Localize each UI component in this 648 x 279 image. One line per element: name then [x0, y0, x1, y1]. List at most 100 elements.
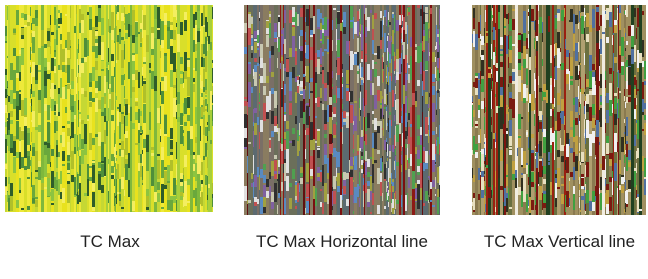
noise-pixel	[578, 118, 579, 124]
noise-pixel	[271, 161, 274, 176]
noise-pixel	[31, 23, 32, 30]
noise-pixel	[353, 211, 354, 214]
noise-pixel	[407, 47, 408, 65]
noise-pixel	[570, 5, 573, 215]
noise-pixel	[336, 60, 337, 67]
noise-pixel	[628, 97, 631, 102]
noise-pixel	[65, 14, 67, 16]
noise-pixel	[480, 152, 481, 167]
noise-pixel	[439, 89, 440, 91]
noise-pixel	[7, 96, 8, 112]
noise-pixel	[164, 171, 167, 185]
noise-pixel	[278, 128, 280, 141]
noise-pixel	[101, 164, 104, 177]
noise-pixel	[617, 10, 618, 13]
noise-pixel	[367, 181, 370, 186]
noise-pixel	[579, 62, 580, 65]
noise-pixel	[473, 175, 475, 182]
noise-pixel	[212, 198, 213, 207]
noise-pixel	[336, 86, 337, 103]
noise-pixel	[543, 137, 546, 153]
noise-pixel	[306, 163, 309, 182]
noise-pixel	[609, 83, 612, 101]
noise-pixel	[619, 91, 621, 93]
noise-pixel	[546, 90, 548, 103]
noise-pixel	[472, 150, 473, 155]
noise-pixel	[303, 5, 305, 215]
noise-pixel	[295, 116, 297, 124]
noise-pixel	[254, 58, 257, 62]
noise-pixel	[79, 134, 81, 150]
noise-pixel	[161, 184, 164, 203]
noise-pixel	[512, 72, 515, 81]
noise-pixel	[508, 107, 509, 109]
noise-pixel	[70, 147, 71, 157]
noise-pixel	[492, 185, 493, 195]
noise-pixel	[526, 38, 528, 49]
noise-pixel	[280, 197, 281, 209]
noise-pixel	[410, 107, 412, 124]
noise-pixel	[612, 37, 613, 45]
noise-pixel	[557, 112, 560, 131]
noise-pixel	[332, 112, 333, 120]
noise-pixel	[306, 106, 309, 125]
noise-pixel	[95, 98, 98, 112]
noise-pixel	[193, 78, 195, 82]
noise-pixel	[315, 83, 317, 98]
noise-pixel	[289, 10, 292, 23]
noise-pixel	[613, 5, 614, 215]
noise-pixel	[612, 171, 613, 178]
noise-pixel	[244, 97, 247, 99]
noise-pixel	[78, 147, 79, 156]
noise-pixel	[76, 5, 77, 212]
noise-pixel	[98, 174, 101, 190]
noise-pixel	[71, 69, 74, 81]
noise-pixel	[50, 73, 51, 80]
noise-pixel	[432, 103, 435, 122]
noise-pixel	[350, 91, 353, 102]
noise-pixel	[337, 186, 340, 192]
noise-pixel	[13, 29, 16, 33]
noise-pixel	[359, 9, 360, 19]
noise-pixel	[332, 87, 333, 89]
noise-pixel	[626, 5, 628, 215]
noise-pixel	[410, 154, 412, 166]
noise-pixel	[108, 191, 109, 203]
noise-pixel	[87, 115, 89, 119]
noise-pixel	[125, 14, 128, 30]
noise-pixel	[47, 105, 50, 120]
noise-pixel	[205, 79, 207, 90]
noise-pixel	[115, 144, 116, 163]
noise-pixel	[19, 90, 21, 92]
noise-pixel	[605, 193, 606, 207]
noise-pixel	[44, 104, 47, 111]
noise-pixel	[389, 155, 391, 157]
noise-pixel	[401, 116, 402, 123]
noise-pixel	[160, 19, 161, 35]
noise-pixel	[569, 198, 570, 206]
noise-pixel	[35, 80, 38, 83]
noise-pixel	[259, 42, 260, 56]
noise-pixel	[473, 110, 475, 117]
noise-pixel	[257, 48, 259, 50]
noise-pixel	[388, 196, 389, 202]
noise-pixel	[79, 112, 81, 114]
noise-pixel	[503, 190, 504, 202]
noise-pixel	[121, 150, 124, 157]
noise-pixel	[408, 7, 410, 12]
noise-pixel	[392, 30, 394, 44]
noise-pixel	[299, 185, 300, 192]
noise-pixel	[436, 91, 437, 109]
noise-pixel	[322, 52, 324, 56]
noise-pixel	[523, 21, 526, 33]
noise-pixel	[111, 54, 114, 61]
noise-pixel	[405, 144, 407, 148]
noise-pixel	[117, 35, 119, 43]
noise-pixel	[437, 29, 439, 34]
noise-pixel	[581, 196, 584, 200]
noise-pixel	[248, 28, 251, 45]
noise-pixel	[274, 160, 277, 179]
noise-pixel	[387, 95, 388, 105]
noise-pixel	[388, 72, 389, 85]
noise-pixel	[336, 122, 337, 125]
